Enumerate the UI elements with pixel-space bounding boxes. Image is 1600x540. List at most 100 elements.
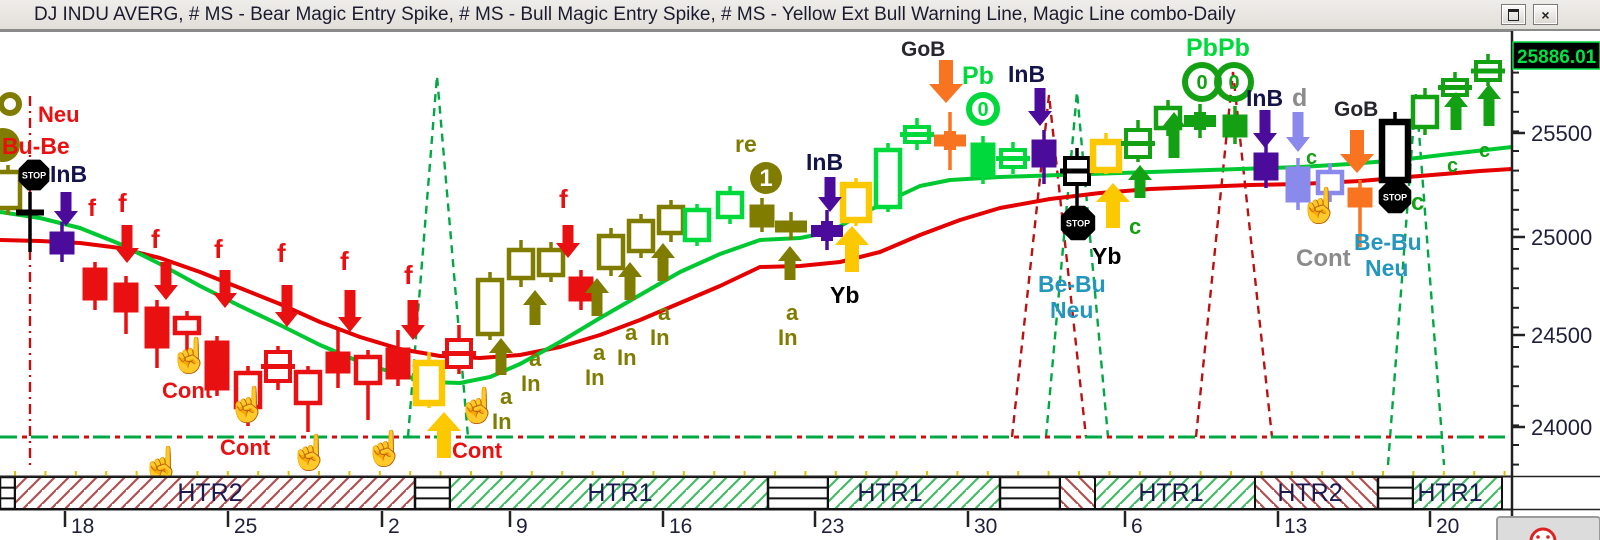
candle-body: [475, 277, 505, 337]
signal-arrow-down-icon: [338, 290, 362, 332]
candle-body: [1410, 94, 1440, 130]
date-tick-label: 2: [388, 515, 400, 538]
status-corner-button[interactable]: [1496, 516, 1600, 540]
annotation-label-re: re: [735, 131, 757, 157]
candle-body: [970, 142, 996, 178]
close-window-button[interactable]: ×: [1533, 4, 1558, 25]
candle-body: [873, 147, 903, 210]
restore-window-button[interactable]: [1501, 4, 1526, 25]
thumbs-up-icon: ☝: [457, 385, 499, 426]
candlestick: [1285, 158, 1311, 210]
candlestick: [996, 142, 1030, 174]
candle-body: [506, 247, 536, 281]
candlestick: [839, 178, 873, 226]
ladder-rect: [766, 475, 830, 511]
candle-body: [113, 282, 139, 313]
annotation-label-inb: InB: [806, 149, 843, 175]
annotation-label-neu: Neu: [38, 102, 80, 127]
candlestick: [325, 330, 351, 388]
close-icon: ×: [1541, 6, 1550, 23]
candlestick: [900, 118, 934, 150]
candlestick: [293, 366, 323, 432]
candlestick: [144, 300, 170, 368]
signal-arrow-down-icon: [1028, 88, 1052, 126]
annotation-label-be-bu: Be-Bu: [1354, 229, 1422, 255]
signal-arrow-down-icon: [213, 270, 237, 308]
candle-body: [233, 370, 263, 410]
signal-arrow-down-icon: [818, 177, 842, 212]
annotation-label-pbpb: PbPb: [1186, 34, 1250, 62]
status-button-face: [1496, 516, 1600, 540]
zone-label: HTR2: [177, 479, 242, 507]
date-tick-label: 18: [71, 515, 94, 538]
candlestick: [1315, 163, 1345, 202]
annotation-label-cont: Cont: [162, 378, 213, 403]
signal-arrow-up-icon: [651, 243, 675, 281]
annotation-label-c: c: [1129, 214, 1141, 239]
thumbs-up-icon: ☝: [289, 432, 331, 473]
stop-text: STOP: [1383, 193, 1407, 203]
annotation-label-f: f: [559, 184, 568, 214]
candle-body: [1194, 112, 1206, 130]
annotation-label-a: a: [500, 384, 513, 409]
annotation-label-yb: Yb: [830, 282, 859, 308]
candle-body: [412, 359, 446, 407]
annotation-label-in: In: [778, 325, 798, 350]
candle-body: [626, 218, 656, 254]
thumbs-up-icon: ☝: [227, 384, 269, 425]
zone-ladder-box: [998, 475, 1062, 511]
annotation-label-cont: Cont: [452, 438, 503, 463]
candle-body: [82, 267, 108, 301]
candlestick: [1184, 104, 1216, 138]
circled-badge: 0: [1214, 62, 1254, 102]
signal-arrow-down-icon: [1253, 110, 1277, 148]
annotation-label-a: a: [658, 300, 671, 325]
candle-body: [596, 233, 626, 271]
annotation-label-f: f: [277, 238, 286, 268]
candlestick: [82, 262, 108, 310]
badge-circle: [0, 128, 20, 162]
stop-text: STOP: [1066, 219, 1090, 229]
candle-body: [172, 315, 202, 336]
candle-body: [785, 222, 797, 231]
annotation-label-f: f: [340, 246, 349, 276]
candlestick: [1347, 180, 1373, 247]
annotation-label-neu: Neu: [1365, 255, 1408, 281]
candlestick: [261, 346, 295, 390]
signal-arrow-up-icon: [1162, 112, 1186, 158]
annotation-label-c: c: [1447, 155, 1458, 177]
candle-body: [1253, 152, 1279, 181]
candlestick: [204, 336, 230, 396]
signal-arrow-up-icon: [523, 290, 547, 325]
candlestick: [626, 214, 656, 258]
candle-body: [385, 347, 411, 380]
candle-body: [1378, 118, 1412, 184]
warning-spike-line: [1010, 94, 1088, 438]
annotation-label-f: f: [214, 234, 223, 264]
candle-body: [204, 340, 230, 391]
candlestick: [682, 204, 712, 246]
signal-arrow-up-icon: [585, 278, 609, 316]
zone-ladder-box: [0, 475, 17, 511]
warning-spike-line: [1194, 71, 1274, 438]
candle-body: [839, 181, 873, 224]
date-tick-label: 25: [234, 515, 257, 538]
warning-smiley-eye: [1546, 535, 1550, 539]
warning-spike-line: [406, 75, 470, 438]
signal-arrow-up-icon: [778, 246, 802, 280]
htr-zone: HTR1: [1094, 476, 1256, 510]
price-tick-label: 24000: [1531, 415, 1592, 440]
ladder-rect: [998, 475, 1062, 511]
price-tick-label: 25500: [1531, 121, 1592, 146]
last-price-value: 25886.01: [1517, 47, 1597, 68]
price-tick-label: 24500: [1531, 323, 1592, 348]
stop-sign-icon: STOP: [1378, 180, 1412, 214]
candle-body: [293, 369, 323, 406]
signal-arrow-down-icon: [154, 262, 178, 300]
candlestick: [1089, 133, 1123, 174]
zone-label: HTR1: [1138, 479, 1203, 507]
htr-zone-rect: [1094, 476, 1256, 510]
title-bar: DJ INDU AVERG, # MS - Bear Magic Entry S…: [0, 0, 1600, 30]
